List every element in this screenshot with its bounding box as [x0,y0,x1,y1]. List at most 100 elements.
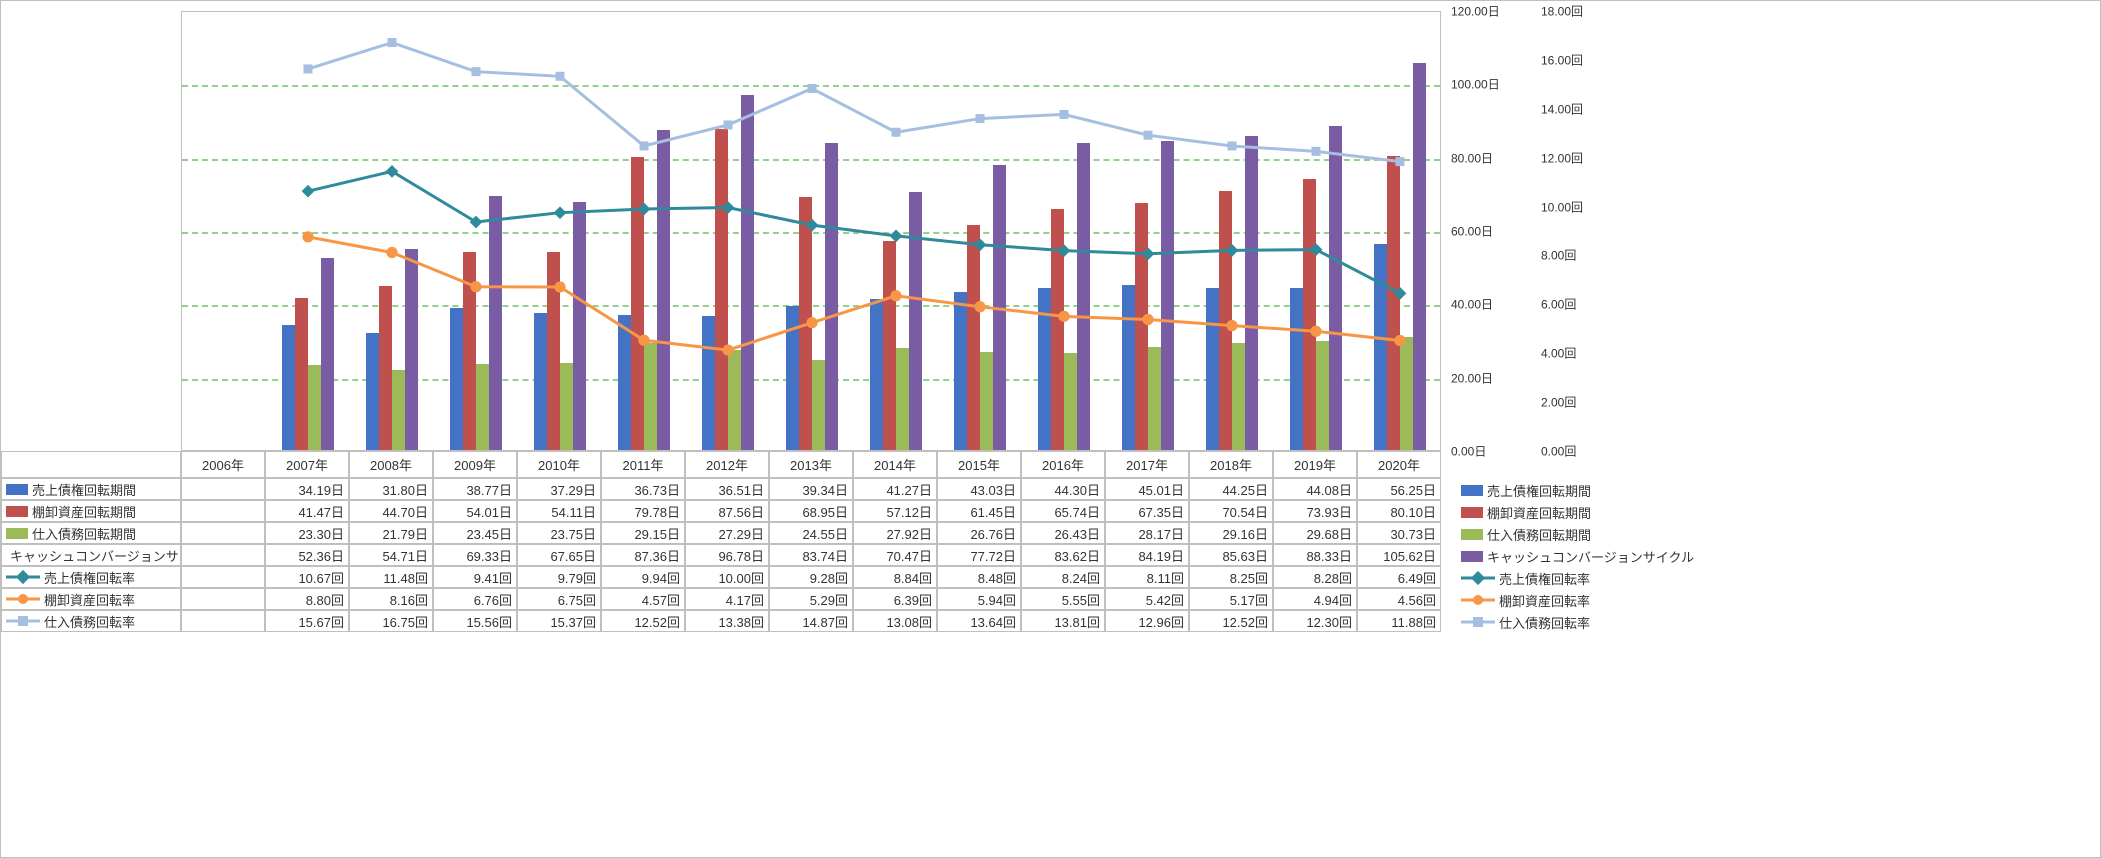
data-cell: 34.19日 [265,478,349,500]
data-cell: 41.27日 [853,478,937,500]
series-label: 売上債権回転率 [44,568,135,587]
data-cell: 54.01日 [433,500,517,522]
category-cell: 2016年 [1021,451,1105,478]
legend-swatch-bar [6,484,28,495]
marker-inventory_turn [1058,311,1069,322]
data-cell: 26.43日 [1021,522,1105,544]
y-axis-right-label: 16.00回 [1541,51,1583,68]
data-cell [181,478,265,500]
legend-label: キャッシュコンバージョンサイクル [1487,547,1694,566]
category-cell: 2015年 [937,451,1021,478]
marker-inventory_turn [974,301,985,312]
data-cell: 77.72日 [937,544,1021,566]
marker-receivables_turn [974,238,987,251]
category-cell: 2011年 [601,451,685,478]
legend-item: 売上債権回転期間 [1461,479,1694,501]
legend-swatch-bar [1461,485,1483,496]
data-cell: 54.11日 [517,500,601,522]
data-cell: 43.03日 [937,478,1021,500]
y-axis-right-label: 2.00回 [1541,394,1576,411]
data-cell: 45.01日 [1105,478,1189,500]
data-cell: 83.62日 [1021,544,1105,566]
data-cell: 6.49回 [1357,566,1441,588]
data-cell: 12.96回 [1105,610,1189,632]
legend-swatch-line [1461,615,1495,629]
data-cell: 52.36日 [265,544,349,566]
marker-payables_turn [1144,131,1153,140]
marker-receivables_turn [1226,244,1239,257]
data-cell: 13.81回 [1021,610,1105,632]
legend-label: 仕入債務回転期間 [1487,525,1591,544]
legend-item: 棚卸資産回転期間 [1461,501,1694,523]
data-cell: 13.38回 [685,610,769,632]
data-cell: 105.62日 [1357,544,1441,566]
data-cell: 67.65日 [517,544,601,566]
data-cell: 14.87回 [769,610,853,632]
marker-receivables_turn [386,165,399,178]
data-cell: 15.37回 [517,610,601,632]
data-cell: 56.25日 [1357,478,1441,500]
data-cell: 27.92日 [853,522,937,544]
data-cell: 5.55回 [1021,588,1105,610]
data-cell: 31.80日 [349,478,433,500]
data-cell: 8.80回 [265,588,349,610]
category-cell: 2013年 [769,451,853,478]
legend-swatch-bar [1461,529,1483,540]
y-axis-right-label: 6.00回 [1541,296,1576,313]
marker-inventory_turn [890,290,901,301]
data-cell: 9.94回 [601,566,685,588]
data-cell: 37.29日 [517,478,601,500]
series-label: 仕入債務回転率 [44,612,135,631]
data-cell: 4.94回 [1273,588,1357,610]
data-cell: 70.54日 [1189,500,1273,522]
data-cell: 6.75回 [517,588,601,610]
legend-item: 仕入債務回転率 [1461,611,1694,633]
y-axis-left-label: 100.00日 [1451,76,1500,93]
legend-item: キャッシュコンバージョンサイクル [1461,545,1694,567]
data-cell: 5.42回 [1105,588,1189,610]
data-cell: 38.77日 [433,478,517,500]
data-cell: 9.28回 [769,566,853,588]
data-cell: 4.56回 [1357,588,1441,610]
data-cell: 8.48回 [937,566,1021,588]
data-cell: 36.73日 [601,478,685,500]
y-axis-right-label: 10.00回 [1541,198,1583,215]
data-cell: 15.56回 [433,610,517,632]
data-cell: 44.30日 [1021,478,1105,500]
data-cell: 12.52回 [1189,610,1273,632]
data-cell: 96.78日 [685,544,769,566]
y-axis-left-label: 60.00日 [1451,223,1493,240]
series-name-cell: 仕入債務回転期間 [1,522,181,544]
data-cell: 54.71日 [349,544,433,566]
legend-swatch-line [6,592,40,606]
data-cell: 57.12日 [853,500,937,522]
legend-item: 棚卸資産回転率 [1461,589,1694,611]
marker-inventory_turn [470,281,481,292]
data-cell: 23.45日 [433,522,517,544]
data-cell: 10.00回 [685,566,769,588]
marker-inventory_turn [1310,326,1321,337]
legend-label: 売上債権回転率 [1499,569,1590,588]
y-axis-left-label: 0.00日 [1451,443,1486,460]
data-cell: 15.67回 [265,610,349,632]
series-name-cell: キャッシュコンバージョンサイクル [1,544,181,566]
category-cell: 2010年 [517,451,601,478]
y-axis-left-label: 80.00日 [1451,149,1493,166]
data-cell: 8.25回 [1189,566,1273,588]
marker-inventory_turn [1394,335,1405,346]
marker-payables_turn [976,114,985,123]
data-cell [181,522,265,544]
marker-receivables_turn [1058,244,1071,257]
marker-payables_turn [472,67,481,76]
category-cell: 2008年 [349,451,433,478]
marker-payables_turn [556,72,565,81]
marker-receivables_turn [722,201,735,214]
data-cell: 23.75日 [517,522,601,544]
category-cell: 2012年 [685,451,769,478]
data-cell: 8.84回 [853,566,937,588]
marker-receivables_turn [470,216,483,229]
data-cell: 29.15日 [601,522,685,544]
category-cell: 2020年 [1357,451,1441,478]
data-cell: 68.95日 [769,500,853,522]
y-axis-right-label: 4.00回 [1541,345,1576,362]
